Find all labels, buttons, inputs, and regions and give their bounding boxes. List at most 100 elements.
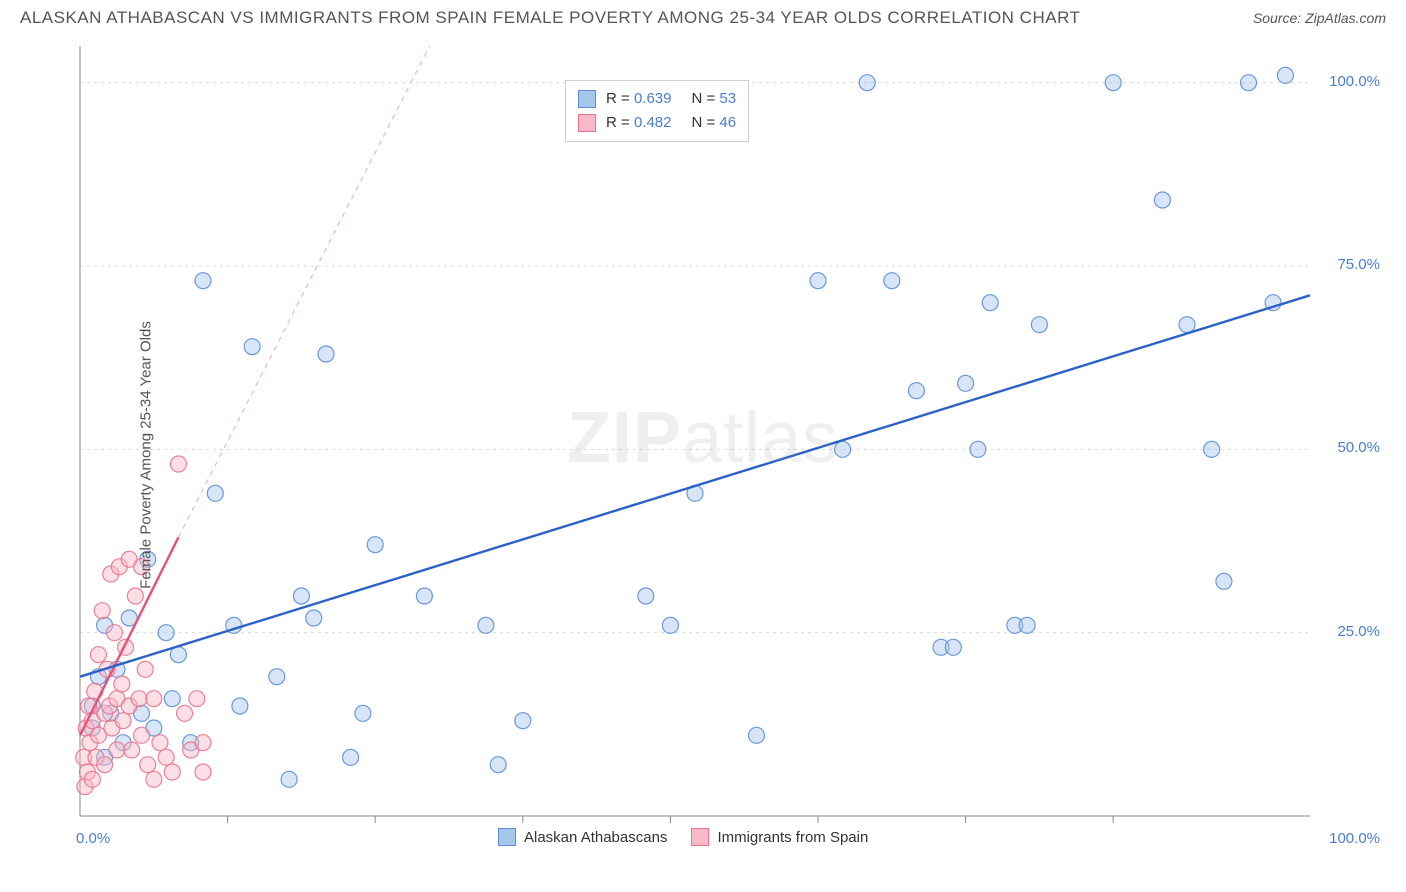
- data-point: [749, 727, 765, 743]
- data-point: [124, 742, 140, 758]
- trend-line: [80, 295, 1310, 676]
- stats-row: R = 0.482 N = 46: [578, 111, 736, 135]
- x-tick-label: 100.0%: [1329, 830, 1380, 847]
- data-point: [1154, 192, 1170, 208]
- source-name: ZipAtlas.com: [1305, 10, 1386, 26]
- data-point: [662, 617, 678, 633]
- data-point: [835, 441, 851, 457]
- data-point: [908, 383, 924, 399]
- data-point: [1204, 441, 1220, 457]
- data-point: [244, 339, 260, 355]
- data-point: [94, 603, 110, 619]
- data-point: [90, 647, 106, 663]
- trend-line-extension: [178, 46, 429, 537]
- series-legend: Alaskan Athabascans Immigrants from Spain: [498, 828, 868, 846]
- data-point: [478, 617, 494, 633]
- scatter-chart: [20, 38, 1386, 872]
- data-point: [137, 661, 153, 677]
- data-point: [1216, 573, 1232, 589]
- data-point: [170, 456, 186, 472]
- data-point: [164, 691, 180, 707]
- data-point: [982, 295, 998, 311]
- r-label: R = 0.639: [606, 87, 671, 111]
- data-point: [859, 75, 875, 91]
- r-value: 0.639: [634, 90, 672, 107]
- data-point: [115, 713, 131, 729]
- series-swatch: [578, 114, 596, 132]
- source-prefix: Source:: [1253, 10, 1305, 26]
- data-point: [97, 757, 113, 773]
- data-point: [1241, 75, 1257, 91]
- data-point: [355, 705, 371, 721]
- chart-header: ALASKAN ATHABASCAN VS IMMIGRANTS FROM SP…: [0, 0, 1406, 32]
- data-point: [177, 705, 193, 721]
- y-tick-label: 50.0%: [1337, 439, 1380, 456]
- correlation-stats-box: R = 0.639 N = 53 R = 0.482 N = 46: [565, 80, 749, 142]
- data-point: [164, 764, 180, 780]
- data-point: [970, 441, 986, 457]
- data-point: [810, 273, 826, 289]
- data-point: [638, 588, 654, 604]
- data-point: [1105, 75, 1121, 91]
- data-point: [416, 588, 432, 604]
- data-point: [158, 625, 174, 641]
- data-point: [127, 588, 143, 604]
- data-point: [140, 757, 156, 773]
- x-tick-label: 0.0%: [76, 830, 110, 847]
- series-swatch: [578, 90, 596, 108]
- r-value: 0.482: [634, 114, 672, 131]
- chart-title: ALASKAN ATHABASCAN VS IMMIGRANTS FROM SP…: [20, 8, 1080, 28]
- legend-swatch: [691, 828, 709, 846]
- n-label: N = 53: [691, 87, 736, 111]
- y-axis-label: Female Poverty Among 25-34 Year Olds: [137, 321, 154, 589]
- legend-item: Alaskan Athabascans: [498, 828, 667, 846]
- r-label: R = 0.482: [606, 111, 671, 135]
- source-attribution: Source: ZipAtlas.com: [1253, 10, 1386, 26]
- data-point: [958, 375, 974, 391]
- y-tick-label: 100.0%: [1329, 73, 1380, 90]
- n-value: 46: [719, 114, 736, 131]
- data-point: [1277, 67, 1293, 83]
- data-point: [152, 735, 168, 751]
- data-point: [207, 485, 223, 501]
- data-point: [269, 669, 285, 685]
- y-tick-label: 75.0%: [1337, 256, 1380, 273]
- data-point: [195, 764, 211, 780]
- y-tick-label: 25.0%: [1337, 623, 1380, 640]
- data-point: [1019, 617, 1035, 633]
- data-point: [84, 771, 100, 787]
- data-point: [146, 691, 162, 707]
- data-point: [232, 698, 248, 714]
- data-point: [306, 610, 322, 626]
- chart-area: Female Poverty Among 25-34 Year Olds ZIP…: [20, 38, 1386, 872]
- data-point: [343, 749, 359, 765]
- data-point: [515, 713, 531, 729]
- data-point: [189, 691, 205, 707]
- data-point: [195, 273, 211, 289]
- data-point: [134, 727, 150, 743]
- data-point: [945, 639, 961, 655]
- data-point: [106, 625, 122, 641]
- data-point: [490, 757, 506, 773]
- data-point: [884, 273, 900, 289]
- data-point: [281, 771, 297, 787]
- data-point: [146, 771, 162, 787]
- legend-swatch: [498, 828, 516, 846]
- data-point: [114, 676, 130, 692]
- data-point: [293, 588, 309, 604]
- data-point: [109, 742, 125, 758]
- data-point: [1031, 317, 1047, 333]
- data-point: [1179, 317, 1195, 333]
- data-point: [367, 537, 383, 553]
- data-point: [158, 749, 174, 765]
- data-point: [131, 691, 147, 707]
- n-value: 53: [719, 90, 736, 107]
- points-group: [76, 67, 1294, 794]
- stats-row: R = 0.639 N = 53: [578, 87, 736, 111]
- n-label: N = 46: [691, 111, 736, 135]
- legend-label: Alaskan Athabascans: [524, 829, 667, 846]
- legend-item: Immigrants from Spain: [691, 828, 868, 846]
- legend-label: Immigrants from Spain: [717, 829, 868, 846]
- data-point: [318, 346, 334, 362]
- data-point: [195, 735, 211, 751]
